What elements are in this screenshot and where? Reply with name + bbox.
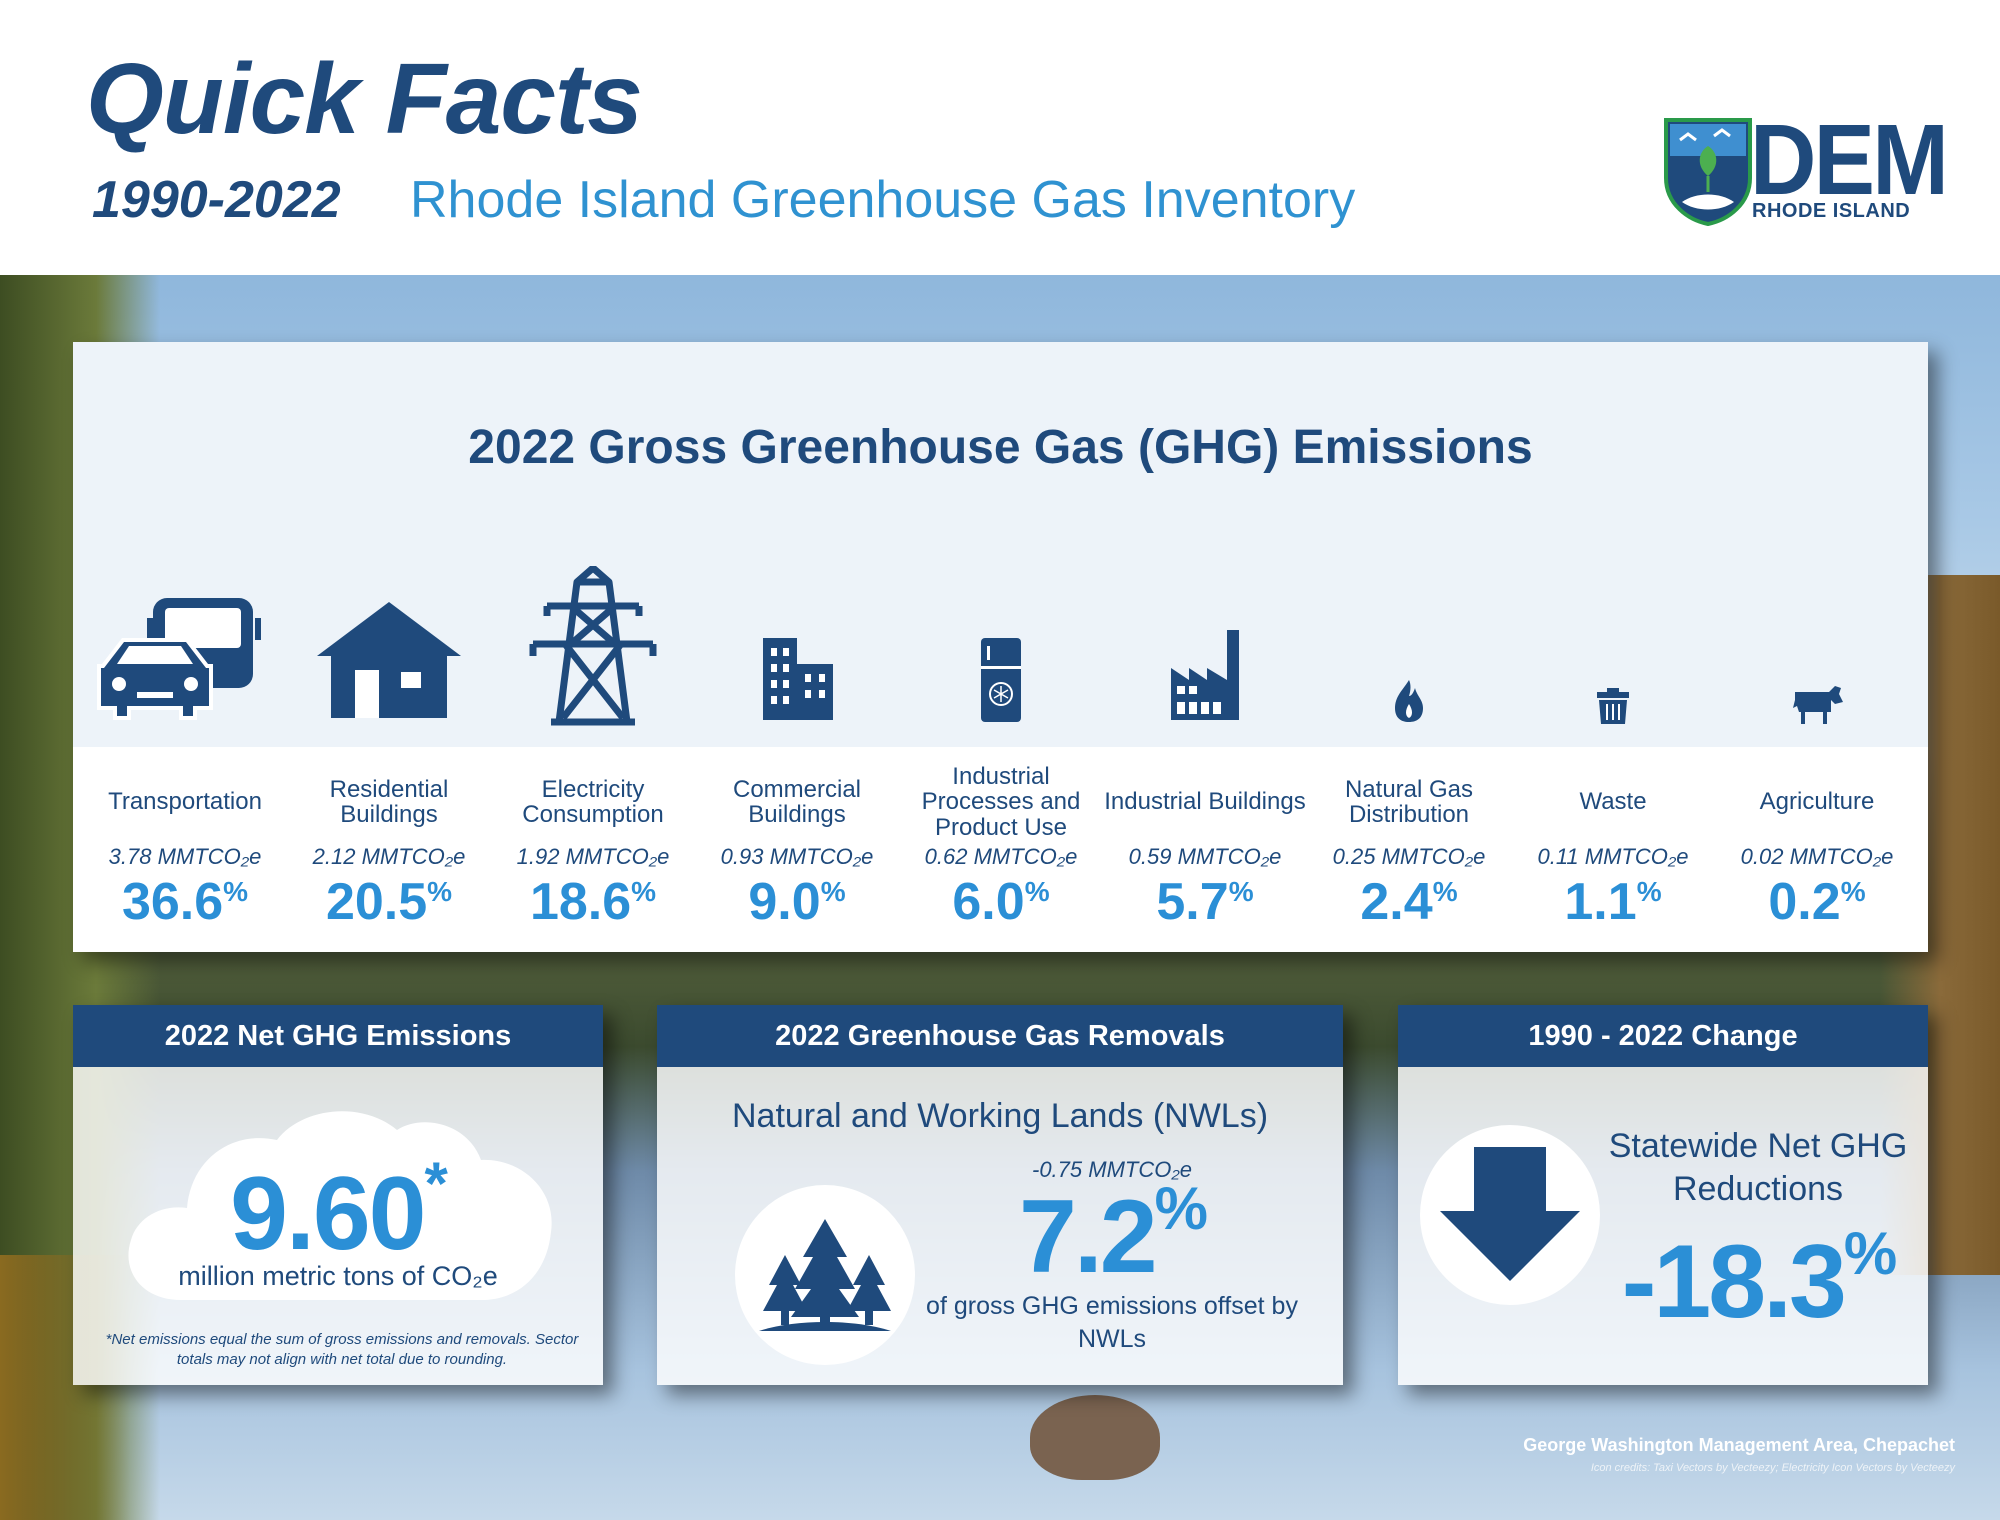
trash-can-icon [1597,688,1629,724]
sector-name: Transportation [108,788,262,816]
sector-waste: Waste 0.11 MMTCO₂e 1.1% [1511,342,1715,952]
header: Quick Facts 1990-2022 Rhode Island Green… [0,0,2000,275]
sector-value: 0.11 MMTCO₂e [1537,844,1689,869]
logo-tagline: RHODE ISLAND [1752,200,1911,222]
net-emissions-note: *Net emissions equal the sum of gross em… [105,1331,579,1368]
sector-percent: 20.5% [325,873,453,931]
removals-subtitle: Natural and Working Lands (NWLs) [731,1097,1269,1135]
cloud-icon [128,1111,552,1300]
sector-percent: 2.4% [1360,873,1458,931]
trees-icon-circle [735,1185,915,1365]
icon-credits: Icon credits: Taxi Vectors by Vecteezy; … [1590,1462,1955,1474]
net-emissions-title: 2022 Net GHG Emissions [73,1005,603,1067]
years-label: 1990-2022 [92,171,341,229]
sector-name: Natural Gas Distribution [1344,775,1474,828]
down-arrow-circle [1420,1125,1600,1305]
sector-agriculture: Agriculture 0.02 MMTCO₂e 0.2% [1715,342,1919,952]
sector-commercial-buildings: Commercial Buildings 0.93 MMTCO₂e 9.0% [695,342,899,952]
sector-natural-gas-distribution: Natural Gas Distribution 0.25 MMTCO₂e 2.… [1307,342,1511,952]
sector-value: 0.93 MMTCO₂e [720,844,874,869]
change-label: Statewide Net GHG Reductions [1608,1127,1908,1208]
removals-percent: 7.2% [1019,1175,1208,1295]
sector-value: 3.78 MMTCO₂e [108,844,262,869]
sector-industrial-processes: Industrial Processes and Product Use 0.6… [899,342,1103,952]
factory-icon [1171,630,1239,720]
sector-transportation: Transportation 3.78 MMTCO₂e 36.6% [83,342,287,952]
sector-residential-buildings: Residential Buildings 2.12 MMTCO₂e 20.5% [287,342,491,952]
transmission-tower-icon [529,566,657,726]
sector-value: 0.02 MMTCO₂e [1740,844,1894,869]
office-building-icon [763,638,833,720]
sector-percent: 9.0% [748,873,846,931]
sector-percent: 36.6% [121,873,249,931]
sector-name: Industrial Buildings [1104,788,1306,816]
photo-rock [1030,1395,1160,1480]
gross-emissions-panel: 2022 Gross Greenhouse Gas (GHG) Emission… [73,342,1928,952]
logo-text: DEM [1750,104,1949,216]
sector-percent: 1.1% [1564,873,1662,931]
sector-name: Residential Buildings [329,775,449,828]
sector-value: 1.92 MMTCO₂e [516,844,670,869]
sector-percent: 18.6% [529,873,657,931]
removals-description: of gross GHG emissions offset by NWLs [926,1292,1298,1353]
removals-box: 2022 Greenhouse Gas Removals Natural and… [657,1005,1343,1385]
change-box: 1990 - 2022 Change Statewide Net GHG Red… [1398,1005,1928,1385]
flame-icon [1395,680,1423,722]
removals-title: 2022 Greenhouse Gas Removals [657,1005,1343,1067]
change-title: 1990 - 2022 Change [1398,1005,1928,1067]
trees-icon [759,1219,891,1331]
sector-name: Waste [1579,788,1647,816]
sector-name: Electricity Consumption [522,775,664,828]
photo-caption: George Washington Management Area, Chepa… [1523,1435,1955,1455]
page-title: Quick Facts [86,43,643,155]
down-arrow-icon [1440,1147,1580,1281]
dem-shield-icon [1664,118,1752,226]
cow-icon [1793,686,1843,724]
net-emissions-value: 9.60* [230,1150,448,1272]
car-bus-icon [97,598,261,720]
sector-name: Commercial Buildings [732,775,861,828]
sector-electricity-consumption: Electricity Consumption 1.92 MMTCO₂e 18.… [491,342,695,952]
refrigerator-icon [981,638,1021,722]
change-percent: -18.3% [1621,1220,1897,1340]
house-icon [317,602,461,718]
sector-value: 2.12 MMTCO₂e [312,844,466,869]
dem-logo: DEM RHODE ISLAND [1662,110,1949,226]
sector-value: 0.62 MMTCO₂e [924,844,1078,869]
net-emissions-unit: million metric tons of CO₂e [178,1261,498,1291]
gross-emissions-title: 2022 Gross Greenhouse Gas (GHG) Emission… [468,421,1533,474]
sector-name: Industrial Processes and Product Use [921,763,1081,841]
sector-percent: 0.2% [1768,873,1866,931]
sector-value: 0.25 MMTCO₂e [1332,844,1486,869]
sector-percent: 5.7% [1156,873,1254,931]
net-emissions-box: 2022 Net GHG Emissions 9.60* million met… [73,1005,603,1385]
page-subtitle: Rhode Island Greenhouse Gas Inventory [410,171,1356,229]
sector-industrial-buildings: Industrial Buildings 0.59 MMTCO₂e 5.7% [1103,342,1307,952]
sector-name: Agriculture [1759,788,1875,816]
removals-value: -0.75 MMTCO₂e [1032,1157,1192,1182]
sector-percent: 6.0% [952,873,1050,931]
sector-value: 0.59 MMTCO₂e [1128,844,1282,869]
